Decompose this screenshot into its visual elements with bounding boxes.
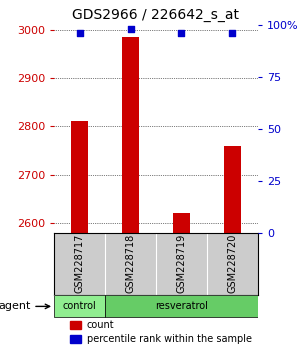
Text: resveratrol: resveratrol — [155, 301, 208, 312]
Bar — [70, 121, 88, 233]
Text: count: count — [87, 320, 114, 330]
Point — [179, 30, 184, 36]
Text: GSM228719: GSM228719 — [176, 234, 187, 293]
Text: agent: agent — [0, 301, 50, 312]
Point — [128, 26, 133, 32]
FancyBboxPatch shape — [54, 296, 105, 318]
Point — [77, 30, 82, 36]
Title: GDS2966 / 226642_s_at: GDS2966 / 226642_s_at — [73, 8, 239, 22]
Bar — [70, 335, 80, 343]
Text: control: control — [63, 301, 96, 312]
Text: GSM228717: GSM228717 — [74, 234, 85, 293]
Point — [230, 30, 235, 36]
Bar — [122, 37, 140, 233]
Bar — [70, 321, 80, 329]
Text: GSM228720: GSM228720 — [227, 234, 238, 293]
Bar — [172, 213, 190, 233]
FancyBboxPatch shape — [105, 296, 258, 318]
Text: percentile rank within the sample: percentile rank within the sample — [87, 335, 252, 344]
Bar — [224, 145, 242, 233]
Text: GSM228718: GSM228718 — [125, 234, 136, 293]
